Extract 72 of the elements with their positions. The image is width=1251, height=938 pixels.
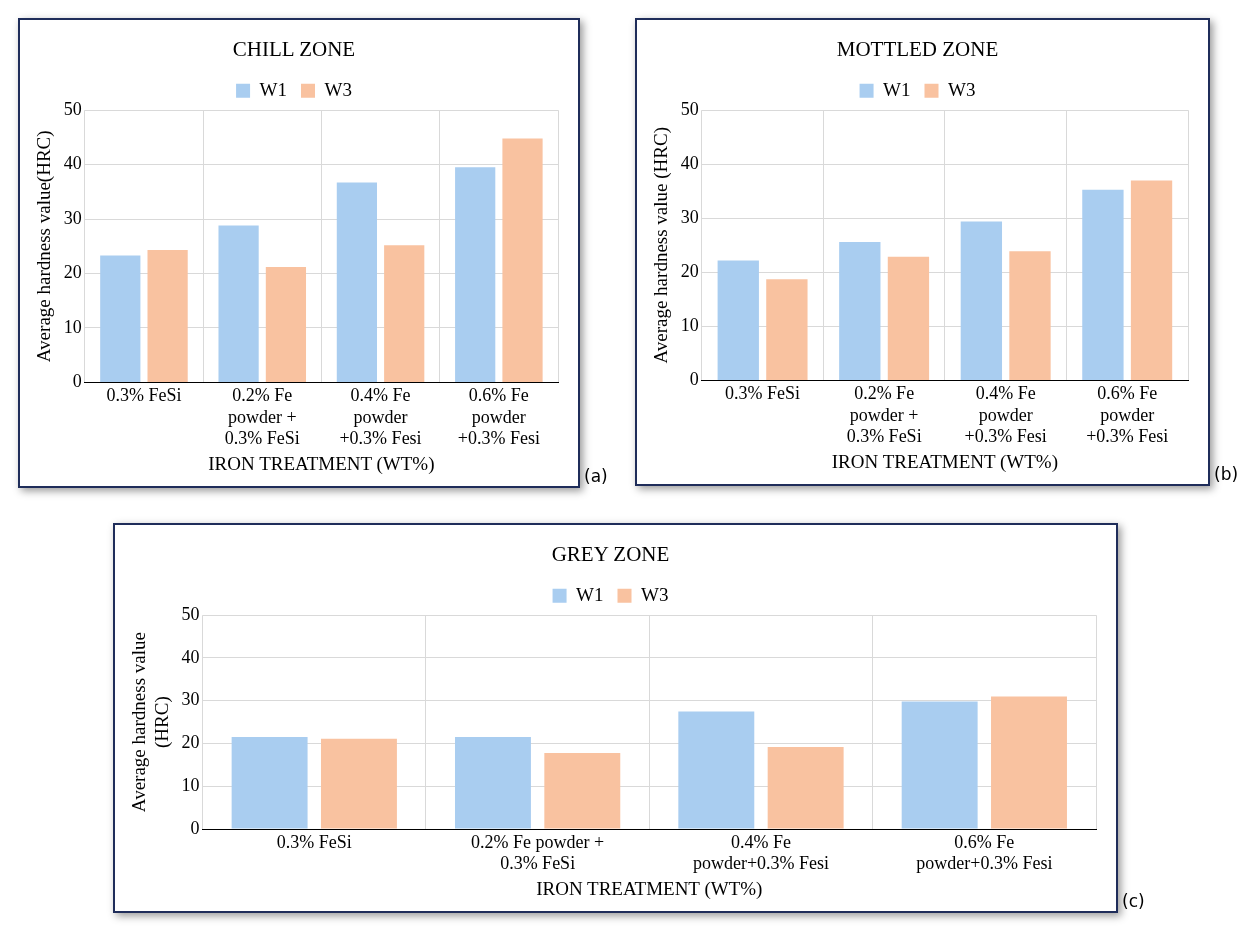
x-tick-label: 0.6% Fe powder +0.3% Fesi (1086, 382, 1169, 447)
x-tick-label: 0.2% Fe powder + 0.3% FeSi (224, 384, 300, 449)
y-tick-label: 0 (190, 817, 200, 838)
bar (960, 221, 1003, 380)
bar (839, 242, 881, 380)
x-tick-label: 0.3% FeSi (276, 831, 352, 852)
legend-label: W1 (883, 78, 911, 100)
y-tick-label: 20 (63, 262, 82, 283)
chart-title: GREY ZONE (551, 542, 670, 567)
y-tick-label: 0 (689, 369, 699, 390)
bar (100, 255, 141, 382)
x-axis-title: IRON TREATMENT (WT%) (208, 452, 435, 475)
bar (717, 260, 759, 380)
x-axis-title: IRON TREATMENT (WT%) (536, 877, 763, 900)
y-tick-label: 30 (680, 207, 699, 228)
bar (544, 752, 621, 829)
x-tick-label: 0.6% Fe powder+0.3% Fesi (916, 831, 1053, 874)
legend-label: W1 (576, 583, 604, 605)
bar (218, 225, 259, 382)
bar (147, 250, 188, 382)
bar (454, 737, 531, 829)
bar (767, 746, 844, 829)
bar (991, 696, 1067, 829)
bar (1082, 189, 1124, 380)
y-axis-title: Average hardness value (HRC) (128, 632, 174, 813)
x-tick-label: 0.2% Fe powder + 0.3% FeSi (846, 382, 922, 447)
y-tick-label: 10 (63, 316, 82, 337)
x-tick-label: 0.4% Fe powder +0.3% Fesi (964, 382, 1047, 447)
legend-label: W3 (948, 78, 976, 100)
y-tick-label: 30 (181, 689, 200, 710)
legend-label: W3 (324, 78, 352, 100)
x-tick-label: 0.2% Fe powder + 0.3% FeSi (471, 831, 605, 874)
y-tick-label: 10 (181, 774, 200, 795)
bar (320, 738, 397, 829)
chart-title: MOTTLED ZONE (836, 37, 999, 62)
bar (1130, 180, 1173, 380)
bar (678, 711, 755, 829)
y-tick-label: 10 (680, 315, 699, 336)
bar (384, 245, 425, 382)
y-tick-label: 50 (181, 603, 200, 624)
bar (502, 138, 543, 382)
x-axis-title: IRON TREATMENT (WT%) (831, 450, 1059, 473)
text: (a) (584, 466, 608, 486)
y-tick-label: 20 (680, 261, 699, 282)
legend-label: W3 (641, 583, 669, 605)
x-tick-label: 0.6% Fe powder +0.3% Fesi (457, 384, 540, 449)
y-tick-label: 30 (63, 207, 82, 228)
y-axis-title: Average hardness value(HRC) (33, 130, 56, 363)
x-tick-label: 0.3% FeSi (725, 382, 801, 403)
bar (766, 279, 808, 380)
chart-title: CHILL ZONE (232, 37, 356, 62)
y-tick-label: 40 (181, 646, 200, 667)
bar (455, 167, 496, 382)
y-tick-label: 50 (63, 98, 82, 119)
legend-label: W1 (259, 78, 287, 100)
y-tick-label: 40 (63, 153, 82, 174)
y-tick-label: 0 (72, 371, 82, 392)
bar (265, 266, 307, 382)
bar (336, 182, 377, 382)
x-tick-label: 0.4% Fe powder +0.3% Fesi (339, 384, 422, 449)
bar (231, 737, 308, 829)
x-tick-label: 0.4% Fe powder+0.3% Fesi (692, 831, 830, 874)
text: (b) (1214, 464, 1239, 484)
bar (1009, 251, 1051, 380)
bar (887, 256, 930, 380)
y-tick-label: 20 (181, 732, 200, 753)
y-tick-label: 40 (680, 152, 699, 173)
text: (c) (1122, 891, 1145, 911)
x-tick-label: 0.3% FeSi (106, 384, 182, 405)
bar (901, 701, 978, 829)
y-axis-title: Average hardness value (HRC) (650, 127, 673, 364)
y-tick-label: 50 (680, 98, 699, 119)
